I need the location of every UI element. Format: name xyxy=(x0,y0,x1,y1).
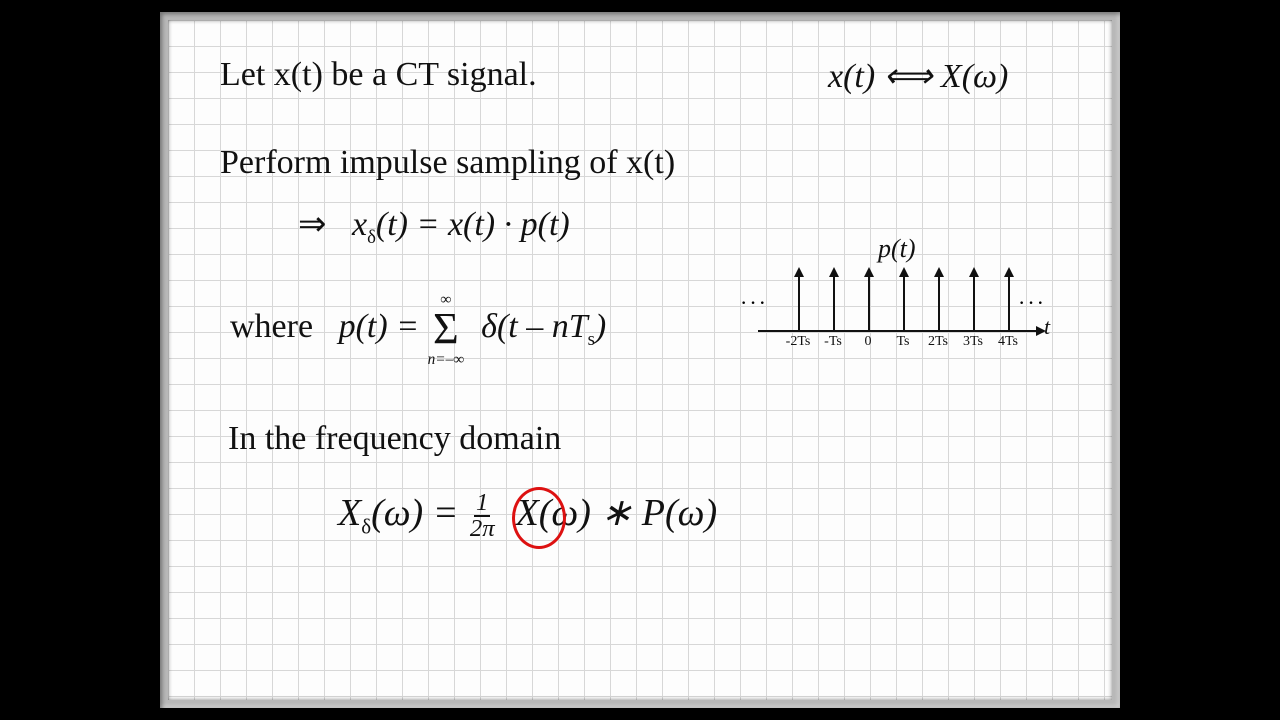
tick-label: 4Ts xyxy=(998,334,1018,350)
highlight-circle xyxy=(512,487,566,549)
impulse-arrow xyxy=(1008,275,1010,330)
impulse-arrow xyxy=(833,275,835,330)
tick-label: 3Ts xyxy=(963,334,983,350)
impulse-train-plot: p(t) t ··· ··· -2Ts-Ts0Ts2Ts3Ts4Ts xyxy=(748,240,1058,380)
impulse-arrow xyxy=(868,275,870,330)
impulse-arrow xyxy=(938,275,940,330)
impulse-arrow xyxy=(973,275,975,330)
frac-den: 2π xyxy=(468,517,497,542)
graph-paper: Let x(t) be a CT signal. x(t) ⟺ X(ω) Per… xyxy=(168,20,1112,700)
impulse-arrow xyxy=(903,275,905,330)
tick-label: 2Ts xyxy=(928,334,948,350)
x-axis xyxy=(758,330,1038,332)
text-line-1b: x(t) ⟺ X(ω) xyxy=(828,56,1008,96)
text-line-5: In the frequency domain xyxy=(228,420,561,458)
tick-label: Ts xyxy=(896,334,909,350)
text-line-2: Perform impulse sampling of x(t) xyxy=(220,144,675,182)
text-line-1a: Let x(t) be a CT signal. xyxy=(220,56,537,94)
tick-label: 0 xyxy=(865,334,872,350)
sum-sigma: Σ xyxy=(433,307,459,351)
plot-label: p(t) xyxy=(878,234,916,264)
sum-bot: n=–∞ xyxy=(428,352,465,367)
tick-label: -2Ts xyxy=(786,334,811,350)
dots-left: ··· xyxy=(740,290,768,316)
text-line-3: ⇒ xδ(t) = x(t) · p(t) xyxy=(298,204,570,249)
impulse-arrow xyxy=(798,275,800,330)
window-frame: Let x(t) be a CT signal. x(t) ⟺ X(ω) Per… xyxy=(160,12,1120,708)
frac-num: 1 xyxy=(474,491,490,518)
text-line-4a: where p(t) = ∞ Σ n=–∞ δ(t – nTs) xyxy=(230,292,606,367)
axis-var-label: t xyxy=(1044,314,1050,340)
tick-label: -Ts xyxy=(824,334,842,350)
dots-right: ··· xyxy=(1018,290,1046,316)
